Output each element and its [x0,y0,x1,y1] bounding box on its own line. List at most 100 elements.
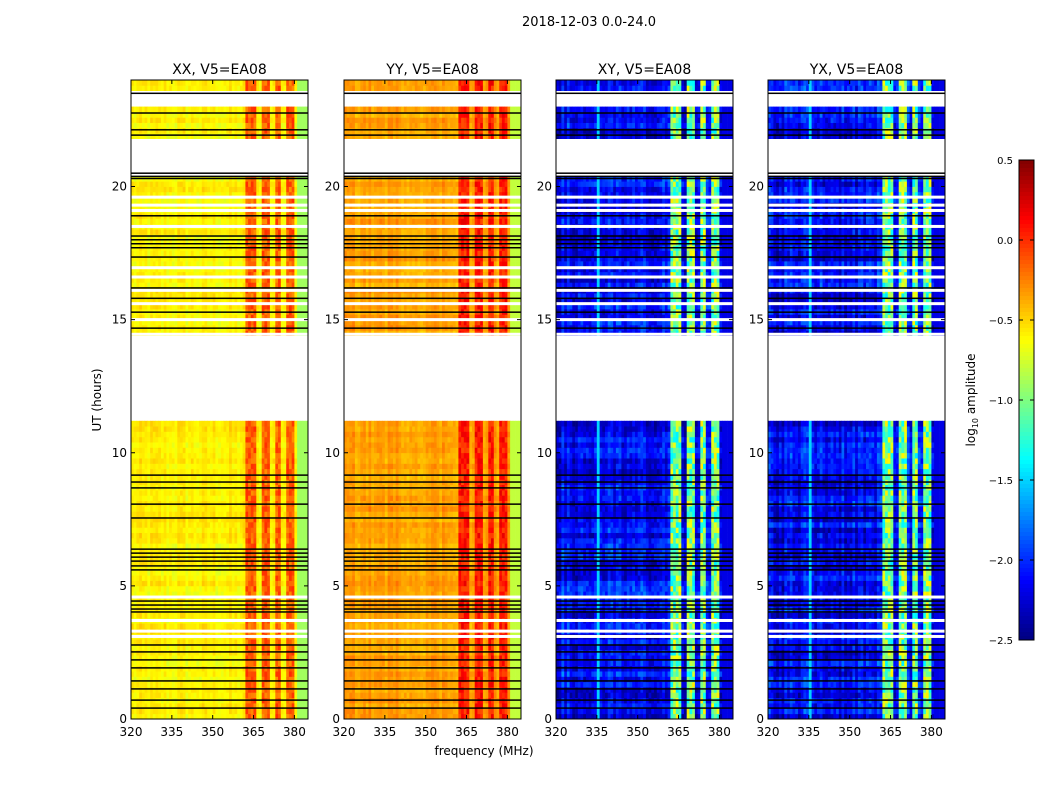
heatmap-cell [267,314,271,320]
heatmap-cell [259,639,263,645]
heatmap-cell [250,239,254,246]
heatmap-cell [161,655,165,661]
heatmap-cell [291,234,295,241]
heatmap-cell [133,474,137,480]
heatmap-cell [182,564,186,571]
heatmap-cell [185,458,189,464]
heatmap-cell [291,708,295,715]
heatmap-cell [291,580,295,587]
heatmap-cell [291,468,295,475]
heatmap-cell [291,522,295,528]
heatmap-cell [256,537,260,544]
heatmap-cell [141,447,145,454]
heatmap-cell [174,495,178,501]
heatmap-cell [226,548,230,555]
heatmap-cell [283,692,287,699]
heatmap-cell [288,527,292,533]
heatmap-cell [248,639,252,645]
heatmap-cell [305,575,309,581]
heatmap-cell [223,708,227,715]
heatmap-cell [223,516,227,523]
heatmap-cell [242,277,246,283]
heatmap-cell [133,255,137,262]
heatmap-cell [259,229,263,235]
heatmap-cell [190,490,194,496]
heatmap-cell [185,681,189,688]
heatmap-cell [171,612,175,619]
heatmap-cell [152,548,156,555]
heatmap-cell [161,665,165,672]
heatmap-cell [237,585,241,592]
heatmap-cell [133,548,137,555]
heatmap-cell [193,623,197,629]
heatmap-cell [169,522,173,528]
heatmap-cell [188,713,192,720]
heatmap-cell [177,676,181,683]
heatmap-cell [220,442,224,448]
heatmap-cell [161,495,165,501]
heatmap-cell [234,591,238,597]
heatmap-cell [196,442,200,448]
heatmap-cell [220,277,224,283]
heatmap-cell [275,303,279,310]
heatmap-cell [152,585,156,592]
heatmap-cell [163,303,167,310]
heatmap-cell [305,266,309,273]
heatmap-cell [226,623,230,629]
heatmap-cell [250,703,254,709]
heatmap-cell [256,671,260,677]
heatmap-cell [180,639,184,645]
heatmap-cell [161,490,165,496]
heatmap-cell [190,495,194,501]
heatmap-cell [188,564,192,571]
heatmap-cell [272,676,276,683]
heatmap-cell [226,543,230,549]
heatmap-cell [272,303,276,310]
heatmap-cell [171,426,175,432]
heatmap-cell [188,277,192,283]
heatmap-cell [166,303,170,310]
heatmap-cell [256,665,260,672]
heatmap-cell [264,506,268,512]
heatmap-cell [269,271,273,278]
heatmap-cell [242,655,246,661]
heatmap-cell [226,655,230,661]
heatmap-cell [242,703,246,709]
heatmap-cell [278,522,282,528]
heatmap-cell [174,623,178,629]
heatmap-cell [259,266,263,273]
heatmap-cell [180,282,184,289]
heatmap-cell [253,607,257,613]
heatmap-cell [250,255,254,262]
heatmap-cell [237,277,241,283]
heatmap-cell [302,596,306,603]
heatmap-cell [231,516,235,523]
heatmap-cell [248,713,252,720]
heatmap-cell [166,548,170,555]
heatmap-cell [139,506,143,512]
heatmap-cell [272,255,276,262]
heatmap-cell [275,708,279,715]
heatmap-cell [229,420,233,427]
heatmap-cell [158,703,162,709]
heatmap-cell [177,713,181,720]
heatmap-cell [239,319,243,326]
heatmap-cell [196,426,200,432]
heatmap-cell [288,537,292,544]
heatmap-cell [237,319,241,326]
heatmap-cell [245,655,249,661]
heatmap-cell [294,676,298,683]
heatmap-cell [280,607,284,613]
heatmap-cell [261,681,265,688]
heatmap-cell [201,607,205,613]
heatmap-cell [283,468,287,475]
heatmap-cell [253,506,257,512]
heatmap-cell [193,282,197,289]
heatmap-cell [201,436,205,443]
heatmap-cell [234,522,238,528]
heatmap-cell [139,692,143,699]
heatmap-cell [139,708,143,715]
heatmap-cell [218,229,222,235]
heatmap-cell [220,314,224,320]
heatmap-cell [248,607,252,613]
